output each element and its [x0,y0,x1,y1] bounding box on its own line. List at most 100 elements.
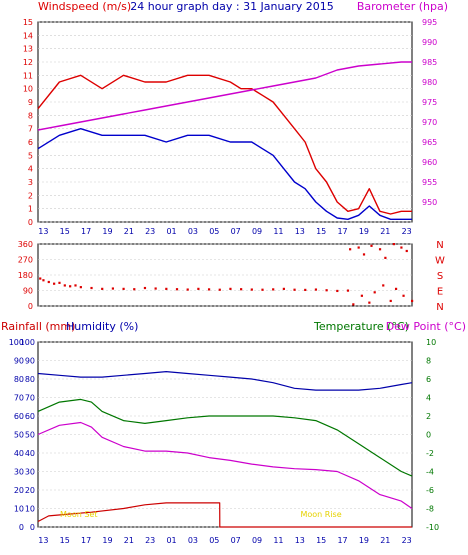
direction-point [165,287,168,290]
direction-point [349,248,352,251]
tick-label-rainfall: 100 [9,338,24,347]
tick-label-direction: 90 [23,287,33,296]
tick-label-barometer: 990 [422,38,437,47]
direction-point [90,286,93,290]
direction-point [101,287,104,290]
direction-point [362,253,366,256]
x-tick-label-temperature: 19 [102,536,112,545]
tick-label-humidity: 0 [30,523,35,532]
direction-point [154,287,157,290]
x-tick-label-wind: 19 [359,227,369,236]
x-tick-label-wind: 19 [102,227,112,236]
direction-point [336,289,339,293]
tick-label-barometer: 960 [422,158,437,167]
x-tick-label-temperature: 09 [252,536,262,545]
compass-label: N [436,240,443,251]
chart-title: 24 hour graph day : 31 January 2015 [130,0,334,13]
x-tick-label-wind: 15 [316,227,326,236]
direction-point [314,288,318,291]
tick-label-rainfall: 30 [14,468,24,477]
direction-point [370,244,373,247]
direction-point [405,249,408,253]
x-tick-label-wind: 21 [124,227,134,236]
direction-point [197,287,200,290]
tick-label-rainfall: 40 [14,449,24,458]
direction-point [250,288,253,291]
tick-label-windspeed: 0 [28,218,33,227]
axis-label-temperature: Temperature (°C) [313,320,409,333]
direction-point [293,288,296,291]
x-tick-label-wind: 07 [231,227,241,236]
direction-point [69,285,72,288]
direction-point [357,246,360,249]
x-tick-label-temperature: 03 [188,536,198,545]
direction-point [352,303,355,306]
moon-annotation: Moon Set [60,510,97,519]
tick-label-temperature: -10 [426,523,439,532]
x-tick-label-temperature: 19 [359,536,369,545]
tick-label-humidity: 60 [25,412,35,421]
x-tick-label-temperature: 05 [209,536,219,545]
tick-label-temperature: -4 [426,468,434,477]
tick-label-humidity: 30 [25,468,35,477]
tick-label-barometer: 980 [422,78,437,87]
x-tick-label-temperature: 17 [81,536,91,545]
direction-point [378,248,382,251]
x-tick-label-temperature: 11 [273,536,283,545]
x-tick-label-wind: 21 [380,227,390,236]
x-tick-label-wind: 03 [188,227,198,236]
tick-label-rainfall: 20 [14,486,24,495]
x-tick-label-temperature: 23 [145,536,155,545]
direction-point [411,299,414,303]
series-line-temperature [37,398,413,477]
direction-point [207,288,211,291]
tick-label-humidity: 40 [25,449,35,458]
direction-point [63,284,66,287]
tick-label-windspeed: 10 [23,85,33,94]
direction-point [261,288,264,291]
series-line-average [37,127,412,221]
series-line-barometer [37,61,412,131]
tick-label-temperature: -6 [426,486,434,495]
tick-label-rainfall: 50 [14,431,24,440]
tick-label-barometer: 970 [422,118,437,127]
moon-annotation: Moon Rise [300,510,341,519]
x-tick-label-temperature: 17 [337,536,347,545]
x-tick-label-temperature: 01 [166,536,176,545]
tick-label-humidity: 80 [25,375,35,384]
x-tick-label-wind: 09 [252,227,262,236]
tick-label-windspeed: 15 [23,18,33,27]
tick-label-barometer: 955 [422,178,437,187]
x-tick-label-wind: 23 [402,227,412,236]
series-line-humidity [37,371,413,391]
tick-label-windspeed: 13 [23,45,33,54]
direction-point [384,256,387,259]
tick-label-temperature: 2 [426,412,431,421]
x-tick-label-wind: 17 [337,227,347,236]
direction-point [368,301,371,304]
direction-point [47,280,50,284]
tick-label-rainfall: 10 [14,505,24,514]
direction-point [360,294,363,297]
direction-point [143,286,147,290]
axis-label-windspeed: Windspeed (m/s) [38,0,131,13]
direction-point [394,287,398,290]
x-tick-label-wind: 15 [60,227,70,236]
direction-point [133,288,136,291]
x-tick-label-temperature: 21 [124,536,134,545]
tick-label-windspeed: 7 [28,125,33,134]
direction-point [382,284,385,287]
direction-point [218,288,221,291]
x-tick-label-wind: 05 [209,227,219,236]
tick-label-humidity: 20 [25,486,35,495]
direction-point [240,288,243,291]
direction-point [346,289,350,292]
direction-point [79,286,82,289]
direction-point [325,289,328,292]
direction-point [229,287,232,290]
x-tick-label-wind: 13 [295,227,305,236]
x-tick-label-temperature: 21 [380,536,390,545]
compass-label: N [436,302,443,313]
x-tick-label-wind: 17 [81,227,91,236]
axis-label-humidity: Humidity (%) [66,320,138,333]
